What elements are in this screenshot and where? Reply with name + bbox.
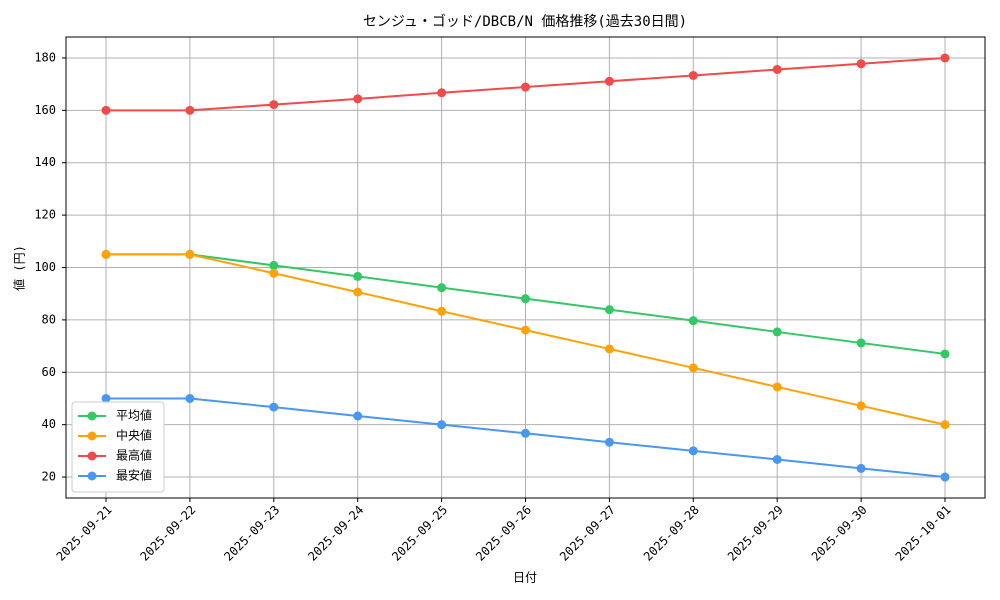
x-tick-label: 2025-09-21 <box>54 503 115 564</box>
y-tick-label: 40 <box>42 417 56 431</box>
legend-label: 中央値 <box>116 428 152 443</box>
point <box>688 71 698 81</box>
point <box>521 325 530 335</box>
point <box>353 271 363 281</box>
point <box>940 349 950 359</box>
x-tick-label: 2025-09-28 <box>641 503 702 564</box>
y-axis-label: 値 (円) <box>12 245 27 291</box>
x-tick-label: 2025-10-01 <box>893 503 954 564</box>
point <box>437 88 447 98</box>
legend-marker <box>87 411 97 421</box>
point <box>856 338 866 348</box>
legend-label: 最安値 <box>116 468 152 483</box>
y-tick-label: 80 <box>42 312 56 326</box>
x-tick-label: 2025-09-26 <box>473 503 534 564</box>
point <box>688 363 698 373</box>
point <box>772 64 782 74</box>
point <box>688 316 698 326</box>
legend-marker <box>87 451 97 461</box>
x-axis-label: 日付 <box>513 571 537 585</box>
legend-label: 最高値 <box>116 448 152 463</box>
point <box>437 306 447 316</box>
point <box>269 100 279 110</box>
legend-marker <box>87 431 97 441</box>
y-tick-label: 100 <box>34 260 56 274</box>
point <box>772 327 782 337</box>
point <box>101 249 111 259</box>
x-tick-label: 2025-09-30 <box>809 503 870 564</box>
point <box>604 305 614 315</box>
x-tick-label: 2025-09-29 <box>725 503 786 564</box>
point <box>269 402 279 412</box>
point <box>521 82 530 92</box>
point <box>604 76 614 86</box>
point <box>940 53 950 63</box>
legend-marker <box>87 471 97 481</box>
point <box>353 94 363 104</box>
point <box>856 401 866 411</box>
point <box>521 428 530 438</box>
point <box>185 393 195 403</box>
point <box>772 382 782 392</box>
point <box>940 420 950 430</box>
point <box>856 59 866 69</box>
point <box>437 283 447 293</box>
point <box>940 472 950 482</box>
point <box>437 420 447 430</box>
point <box>353 287 363 297</box>
point <box>353 411 363 421</box>
x-tick-label: 2025-09-24 <box>305 503 366 564</box>
point <box>269 268 279 278</box>
y-tick-label: 60 <box>42 365 56 379</box>
point <box>604 437 614 447</box>
chart-title: センジュ・ゴッド/DBCB/N 価格推移(過去30日間) <box>363 13 687 30</box>
point <box>185 249 195 259</box>
point <box>772 454 782 464</box>
point <box>101 105 111 115</box>
point <box>856 463 866 473</box>
y-tick-label: 140 <box>34 155 56 169</box>
plot-frame <box>65 36 986 499</box>
y-tick-label: 160 <box>34 103 56 117</box>
point <box>521 294 530 304</box>
y-tick-label: 180 <box>34 50 56 64</box>
y-tick-label: 20 <box>42 470 56 484</box>
legend-box <box>71 401 165 493</box>
x-tick-label: 2025-09-22 <box>138 503 199 564</box>
legend-label: 平均値 <box>116 408 152 423</box>
point <box>688 446 698 456</box>
point <box>604 344 614 354</box>
x-tick-label: 2025-09-23 <box>221 503 282 564</box>
x-tick-label: 2025-09-25 <box>389 503 450 564</box>
point <box>101 393 111 403</box>
point <box>269 260 279 270</box>
y-tick-label: 120 <box>34 208 56 222</box>
point <box>185 105 195 115</box>
x-tick-label: 2025-09-27 <box>557 503 618 564</box>
